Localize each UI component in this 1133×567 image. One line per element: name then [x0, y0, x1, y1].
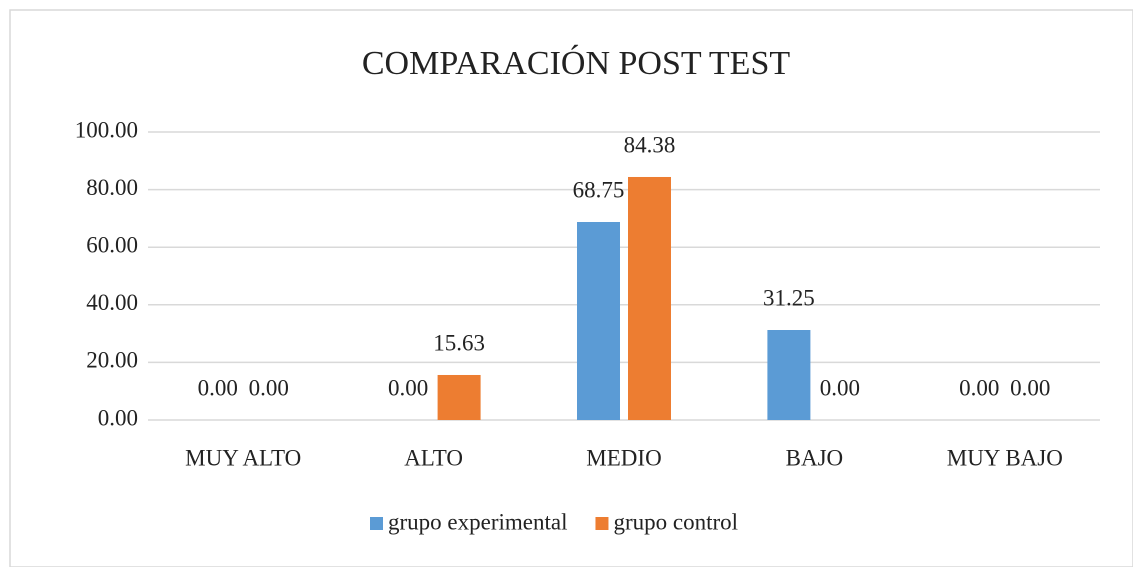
data-label: 31.25	[763, 285, 815, 310]
data-label: 84.38	[624, 132, 676, 157]
x-tick-label: MUY BAJO	[947, 445, 1063, 470]
x-tick-label: MEDIO	[586, 445, 661, 470]
y-tick-label: 40.00	[86, 290, 138, 315]
legend-label: grupo control	[613, 509, 738, 534]
x-tick-label: MUY ALTO	[185, 445, 301, 470]
data-label: 0.00	[959, 375, 999, 400]
data-label: 15.63	[433, 330, 485, 355]
data-label: 0.00	[1010, 375, 1050, 400]
legend-label: grupo experimental	[388, 509, 567, 534]
legend-swatch	[370, 517, 383, 530]
chart-border	[9, 9, 1133, 567]
bar	[437, 374, 481, 420]
y-tick-label: 100.00	[75, 117, 138, 142]
data-label: 0.00	[198, 375, 238, 400]
bar	[628, 176, 671, 420]
y-tick-label: 0.00	[98, 405, 138, 430]
y-tick-label: 20.00	[86, 348, 138, 373]
data-label: 0.00	[249, 375, 289, 400]
x-tick-label: ALTO	[404, 445, 463, 470]
data-label: 0.00	[820, 375, 860, 400]
data-label: 0.00	[388, 375, 428, 400]
legend-swatch	[595, 517, 609, 530]
y-tick-label: 60.00	[86, 232, 138, 257]
bar	[767, 330, 811, 420]
chart-title: COMPARACIÓN POST TEST	[362, 44, 791, 82]
data-label: 68.75	[573, 177, 625, 202]
x-tick-label: BAJO	[786, 445, 844, 470]
y-tick-label: 80.00	[86, 175, 138, 200]
bar	[577, 222, 620, 420]
